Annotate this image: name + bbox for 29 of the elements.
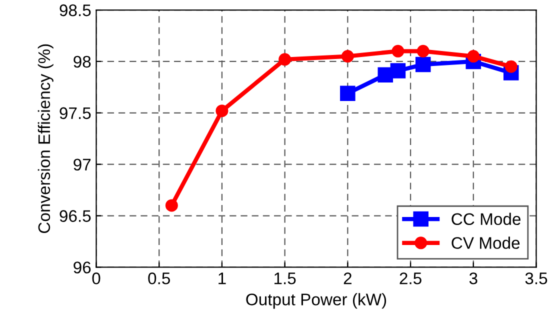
y-tick-label: 96.5 [60,210,91,222]
point [341,50,354,63]
point [278,53,292,66]
x-tick-label: 0.5 [148,272,170,284]
x-tick-label: 2.5 [400,272,422,284]
y-tick-label: 98.5 [60,4,91,16]
x-tick-label: 0 [92,272,100,284]
legend-label: CV Mode [452,236,520,249]
x-tick-label: 1.5 [274,272,296,284]
x-axis-title: Output Power (kW) [246,293,386,309]
x-tick-label: 2 [344,272,352,284]
y-tick-label: 96 [74,262,91,274]
y-axis-title: Conversion Efficiency (%) [38,44,54,234]
point [415,56,431,72]
point [390,63,406,78]
point [165,199,178,212]
x-tick-label: 3.5 [525,272,548,284]
point [216,104,228,118]
point [467,50,480,63]
y-tick-label: 97.5 [60,107,91,120]
legend-label: CC Mode [452,212,521,226]
y-tick-label: 97 [74,158,91,171]
x-tick-label: 1 [218,272,226,284]
y-tick-label: 98 [74,56,91,68]
point [504,60,518,73]
point [416,44,430,58]
point [340,86,356,101]
x-tick-label: 3 [469,272,478,284]
point [392,44,404,58]
